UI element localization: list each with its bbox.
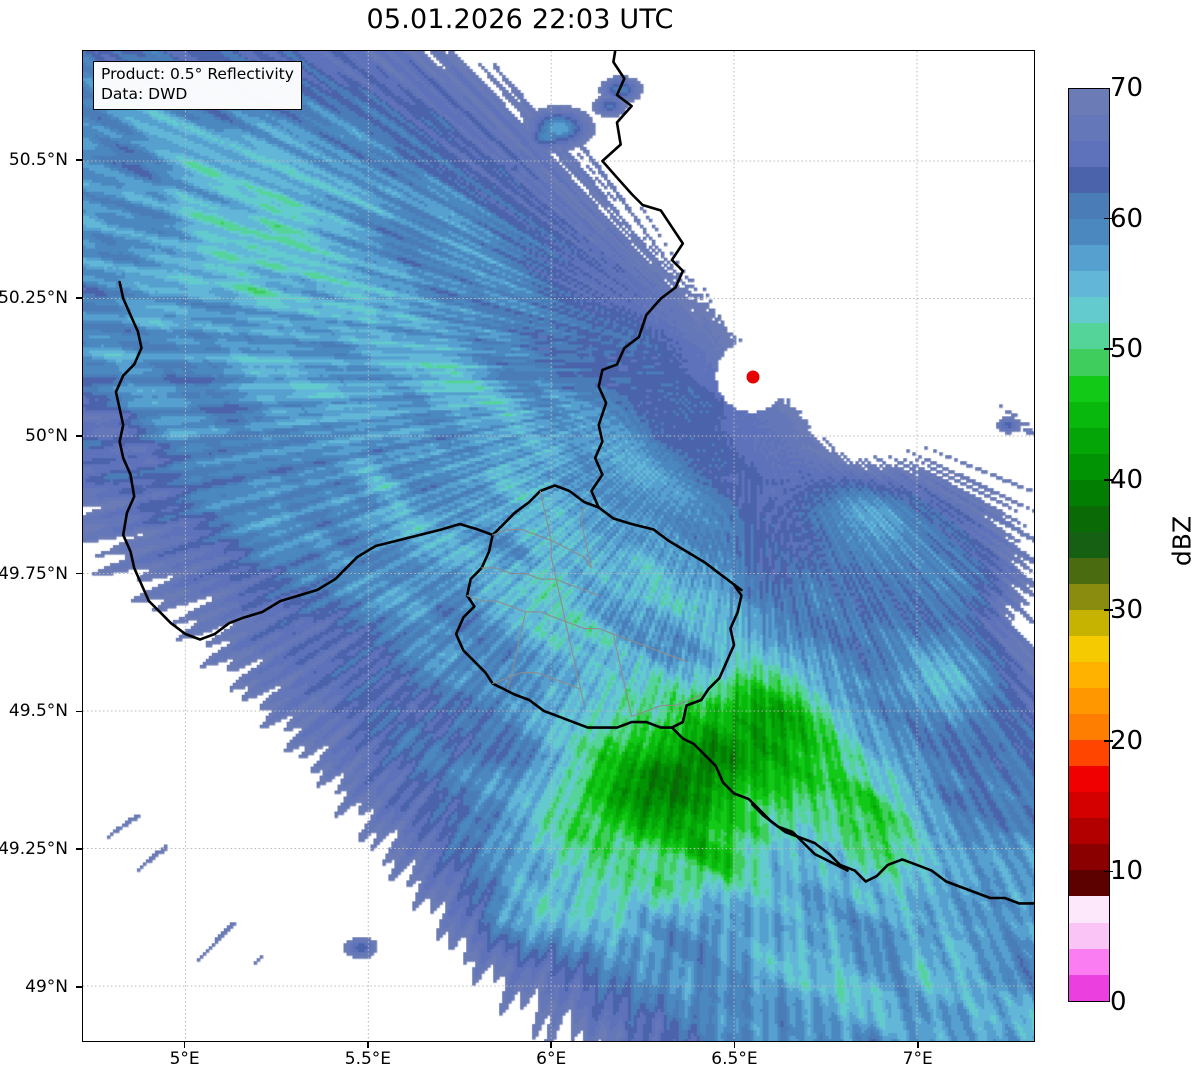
longitude-tick-3: 6.5°E bbox=[711, 1049, 758, 1069]
colorbar-band-21 bbox=[1069, 635, 1109, 663]
map-plot-area[interactable]: Product: 0.5° Reflectivity Data: DWD bbox=[82, 50, 1035, 1042]
latitude-tick-labels: 50.5°N 50.25°N 50°N 49.75°N 49.5°N 49.25°N 49°… bbox=[0, 0, 76, 1081]
map-borders-layer bbox=[114, 51, 1034, 905]
colorbar-band-11 bbox=[1069, 375, 1109, 402]
colorbar-tickmark-50 bbox=[1104, 348, 1113, 350]
colorbar-axis-label: dBZ bbox=[1167, 515, 1197, 566]
latitude-tickmark-6 bbox=[76, 986, 82, 988]
colorbar-band-14 bbox=[1069, 453, 1109, 480]
colorbar-tick-70: 70 bbox=[1110, 73, 1144, 103]
latitude-tickmark-0 bbox=[76, 159, 82, 162]
colorbar-tickmark-10 bbox=[1104, 870, 1113, 873]
longitude-tickmark-4 bbox=[916, 1042, 919, 1048]
colorbar-band-26 bbox=[1069, 766, 1109, 793]
colorbar-tick-40: 40 bbox=[1110, 464, 1144, 495]
longitude-tick-0: 5°E bbox=[169, 1049, 200, 1069]
colorbar-band-34 bbox=[1069, 974, 1109, 1001]
colorbar-band-32 bbox=[1069, 922, 1109, 949]
colorbar-band-16 bbox=[1069, 505, 1109, 532]
colorbar-band-17 bbox=[1069, 531, 1109, 558]
colorbar-band-18 bbox=[1069, 557, 1109, 584]
colorbar-band-23 bbox=[1069, 688, 1109, 715]
colorbar-band-7 bbox=[1069, 271, 1109, 298]
latitude-tick-5: 49.25°N bbox=[0, 839, 68, 860]
latitude-tickmark-4 bbox=[76, 710, 82, 713]
info-product-line: Product: 0.5° Reflectivity bbox=[101, 65, 294, 83]
longitude-tick-1: 5.5°E bbox=[344, 1049, 392, 1069]
colorbar-tick-10: 10 bbox=[1110, 856, 1144, 887]
colorbar-tick-0: 0 bbox=[1110, 987, 1127, 1017]
latitude-tick-1: 50.25°N bbox=[0, 288, 68, 308]
colorbar-tickmark-40 bbox=[1104, 478, 1113, 481]
colorbar-band-3 bbox=[1069, 167, 1109, 194]
longitude-tickmark-2 bbox=[550, 1042, 552, 1048]
colorbar-band-29 bbox=[1069, 844, 1109, 871]
latitude-tickmark-5 bbox=[76, 848, 82, 850]
product-info-box: Product: 0.5° Reflectivity Data: DWD bbox=[93, 61, 302, 110]
longitude-tickmark-1 bbox=[367, 1042, 369, 1048]
latitude-tick-4: 49.5°N bbox=[8, 701, 68, 722]
latitude-tickmark-2 bbox=[76, 434, 82, 437]
colorbar-band-12 bbox=[1069, 401, 1109, 428]
latitude-tickmark-3 bbox=[76, 572, 82, 575]
colorbar-band-4 bbox=[1069, 193, 1109, 220]
colorbar-band-19 bbox=[1069, 583, 1109, 610]
latitude-tickmark-1 bbox=[76, 297, 82, 299]
longitude-tick-2: 6°E bbox=[536, 1049, 567, 1069]
colorbar-band-5 bbox=[1069, 219, 1109, 246]
colorbar-band-15 bbox=[1069, 479, 1109, 506]
colorbar-band-28 bbox=[1069, 818, 1109, 845]
radar-site-marker[interactable] bbox=[746, 370, 760, 384]
colorbar-tick-50: 50 bbox=[1110, 334, 1144, 365]
colorbar-tickmark-30 bbox=[1104, 609, 1113, 612]
latitude-tick-6: 49°N bbox=[25, 976, 68, 997]
colorbar-band-31 bbox=[1069, 896, 1109, 923]
colorbar-band-1 bbox=[1069, 115, 1109, 142]
colorbar-tickmark-60 bbox=[1104, 217, 1113, 220]
graticule-gridlines bbox=[83, 51, 1034, 1041]
colorbar-band-9 bbox=[1069, 323, 1109, 350]
colorbar-tick-20: 20 bbox=[1110, 725, 1144, 756]
colorbar-band-8 bbox=[1069, 297, 1109, 324]
colorbar-band-22 bbox=[1069, 662, 1109, 689]
latitude-tick-0: 50.5°N bbox=[8, 150, 68, 171]
info-data-line: Data: DWD bbox=[101, 84, 188, 103]
colorbar-band-24 bbox=[1069, 714, 1109, 741]
longitude-tickmark-3 bbox=[733, 1042, 736, 1048]
colorbar-tick-30: 30 bbox=[1110, 595, 1144, 626]
colorbar-band-27 bbox=[1069, 792, 1109, 819]
longitude-tickmark-0 bbox=[183, 1042, 186, 1048]
longitude-tick-4: 7°E bbox=[902, 1049, 933, 1069]
colorbar-band-33 bbox=[1069, 948, 1109, 975]
colorbar-band-13 bbox=[1069, 427, 1109, 454]
colorbar-band-2 bbox=[1069, 141, 1109, 168]
colorbar-band-25 bbox=[1069, 740, 1109, 767]
page-title: 05.01.2026 22:03 UTC bbox=[366, 4, 674, 35]
colorbar-band-0 bbox=[1069, 89, 1109, 116]
colorbar-tick-60: 60 bbox=[1110, 203, 1144, 234]
colorbar-band-6 bbox=[1069, 245, 1109, 272]
colorbar-band-10 bbox=[1069, 349, 1109, 376]
colorbar-band-20 bbox=[1069, 609, 1109, 636]
latitude-tick-2: 50°N bbox=[25, 425, 68, 446]
colorbar[interactable] bbox=[1068, 88, 1110, 1002]
colorbar-band-30 bbox=[1069, 870, 1109, 897]
colorbar-tickmark-20 bbox=[1104, 740, 1113, 742]
latitude-tick-3: 49.75°N bbox=[0, 563, 68, 584]
